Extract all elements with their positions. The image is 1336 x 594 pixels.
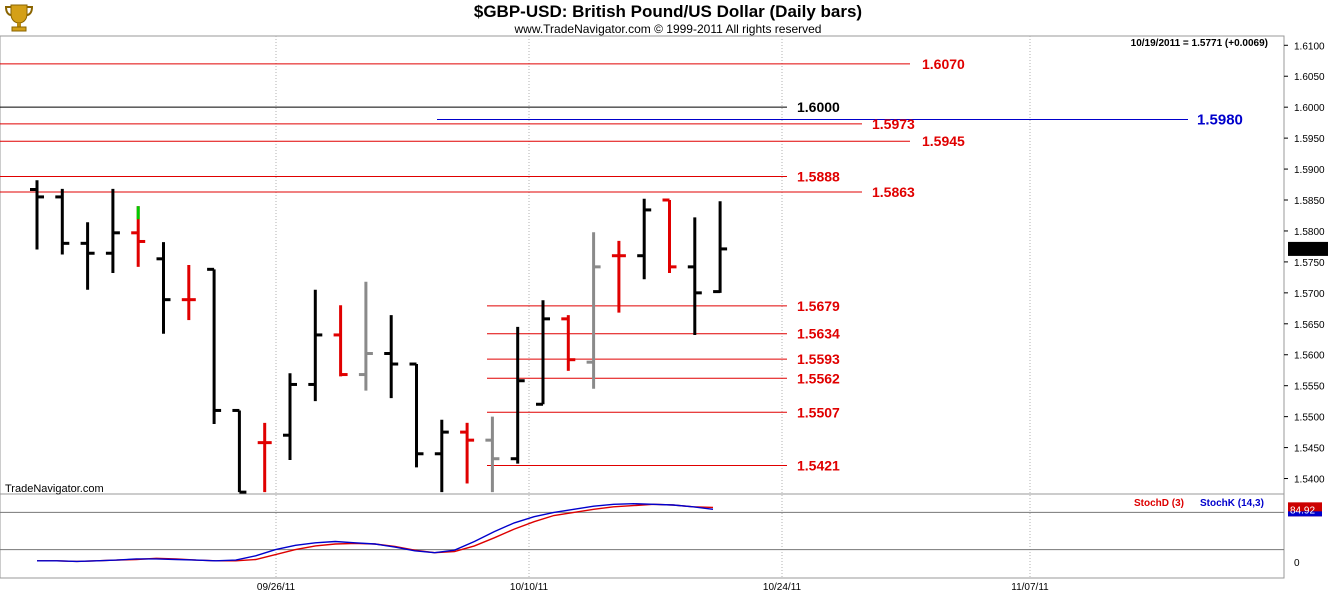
ohlc-bar <box>713 201 728 294</box>
x-tick-label: 10/24/11 <box>763 582 802 593</box>
ohlc-bar <box>232 408 247 494</box>
stoch-last-label: 84.92 <box>1290 505 1315 516</box>
ohlc-bar <box>308 289 323 402</box>
stoch-panel-frame <box>0 493 1285 579</box>
ohlc-bar <box>637 198 652 280</box>
ohlc-bar <box>536 300 550 406</box>
stoch-y-tick-label: 0 <box>1294 558 1300 569</box>
ohlc-bar <box>105 188 120 274</box>
ohlc-bar <box>611 240 626 313</box>
trophy-icon <box>2 2 36 32</box>
y-tick-label: 1.6000 <box>1294 103 1325 114</box>
y-tick-label: 1.5700 <box>1294 289 1325 300</box>
level-label: 1.5634 <box>797 326 840 342</box>
last-price-label: 1.5771 <box>1291 245 1322 256</box>
y-tick-label: 1.6100 <box>1294 41 1325 52</box>
ohlc-bar <box>662 198 677 274</box>
ohlc-bar <box>434 419 449 493</box>
chart-title: $GBP-USD: British Pound/US Dollar (Daily… <box>473 2 863 21</box>
stoch-last-marker-blue <box>1288 511 1322 517</box>
ohlc-bar <box>586 232 601 389</box>
level-label: 1.5945 <box>922 133 965 149</box>
stoch-series-line <box>37 502 714 563</box>
ohlc-bar <box>333 305 348 377</box>
y-tick-label: 1.5400 <box>1294 475 1325 486</box>
watermark-text: TradeNavigator.com <box>5 483 104 495</box>
stoch-legend-k: StochK (14,3) <box>1200 498 1264 509</box>
y-tick-label: 1.5750 <box>1294 258 1325 269</box>
level-label: 1.5863 <box>872 184 915 200</box>
ohlc-bar <box>460 422 475 484</box>
last-quote: 10/19/2011 = 1.5771 (+0.0069) <box>1131 38 1268 49</box>
level-label: 1.5980 <box>1197 112 1243 129</box>
level-label: 1.6000 <box>797 99 840 115</box>
ohlc-bar <box>131 206 146 267</box>
ohlc-bar <box>207 267 222 425</box>
ohlc-bar <box>358 281 373 391</box>
y-tick-label: 1.6050 <box>1294 72 1325 83</box>
y-tick-label: 1.5900 <box>1294 165 1325 176</box>
level-label: 1.5679 <box>797 298 840 314</box>
price-panel-frame <box>0 35 1285 495</box>
level-label: 1.5888 <box>797 168 840 184</box>
ohlc-bar <box>561 315 576 371</box>
ohlc-bar <box>485 416 500 493</box>
level-label: 1.6070 <box>922 56 965 72</box>
level-label: 1.5421 <box>797 458 840 474</box>
y-tick-label: 1.5450 <box>1294 444 1325 455</box>
y-tick-label: 1.5950 <box>1294 134 1325 145</box>
ohlc-bar <box>55 188 70 255</box>
x-tick-label: 10/10/11 <box>510 582 549 593</box>
chart-subtitle: www.TradeNavigator.com © 1999-2011 All r… <box>514 22 822 36</box>
x-tick-label: 09/26/11 <box>257 582 296 593</box>
level-label: 1.5973 <box>872 116 915 132</box>
level-label: 1.5593 <box>797 351 840 367</box>
x-tick-label: 11/07/11 <box>1011 582 1049 593</box>
y-tick-label: 1.5550 <box>1294 382 1325 393</box>
ohlc-bar <box>257 422 272 493</box>
level-label: 1.5507 <box>797 404 840 420</box>
y-tick-label: 1.5500 <box>1294 413 1325 424</box>
ohlc-bar <box>80 222 95 290</box>
last-price-marker <box>1288 241 1328 256</box>
y-tick-label: 1.5650 <box>1294 320 1325 331</box>
y-tick-label: 1.5850 <box>1294 196 1325 207</box>
level-label: 1.5562 <box>797 370 840 386</box>
y-tick-label: 1.5800 <box>1294 227 1325 238</box>
ohlc-bar <box>181 265 196 321</box>
ohlc-bar <box>510 326 525 464</box>
ohlc-bar <box>409 362 424 468</box>
ohlc-bar <box>384 315 399 399</box>
ohlc-bar <box>687 217 702 335</box>
y-tick-label: 1.5600 <box>1294 351 1325 362</box>
ohlc-bar <box>156 242 171 334</box>
ohlc-bar <box>283 373 297 460</box>
ohlc-bar <box>30 180 44 250</box>
stoch-legend-d: StochD (3) <box>1134 498 1184 509</box>
